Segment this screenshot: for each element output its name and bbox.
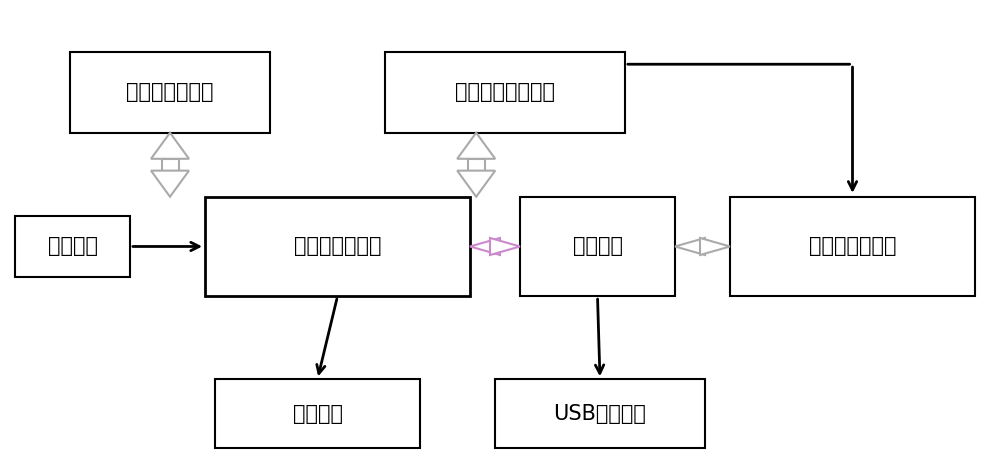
- Bar: [520, 197, 675, 296]
- Bar: [490, 243, 500, 250]
- Bar: [215, 379, 420, 448]
- Polygon shape: [457, 171, 495, 197]
- Text: 控制模块: 控制模块: [48, 237, 98, 256]
- Bar: [70, 52, 270, 133]
- Bar: [700, 243, 705, 250]
- Polygon shape: [700, 238, 730, 255]
- Bar: [205, 197, 470, 296]
- Text: USB接口模块: USB接口模块: [554, 403, 646, 424]
- Text: 存储模块: 存储模块: [572, 237, 622, 256]
- Bar: [15, 216, 130, 277]
- Bar: [162, 159, 178, 171]
- Polygon shape: [675, 238, 705, 255]
- Text: 显示模块: 显示模块: [292, 403, 342, 424]
- Polygon shape: [151, 133, 189, 159]
- Polygon shape: [470, 238, 500, 255]
- Text: 数据层合并模块: 数据层合并模块: [809, 237, 896, 256]
- Text: 调控中心通讯模块: 调控中心通讯模块: [455, 82, 555, 102]
- Polygon shape: [457, 133, 495, 159]
- Polygon shape: [490, 238, 520, 255]
- Bar: [730, 197, 975, 296]
- Polygon shape: [151, 171, 189, 197]
- Text: 中央处理器模块: 中央处理器模块: [294, 237, 381, 256]
- Text: 变电站通讯模块: 变电站通讯模块: [126, 82, 214, 102]
- Bar: [468, 159, 485, 171]
- Bar: [495, 379, 705, 448]
- Bar: [385, 52, 625, 133]
